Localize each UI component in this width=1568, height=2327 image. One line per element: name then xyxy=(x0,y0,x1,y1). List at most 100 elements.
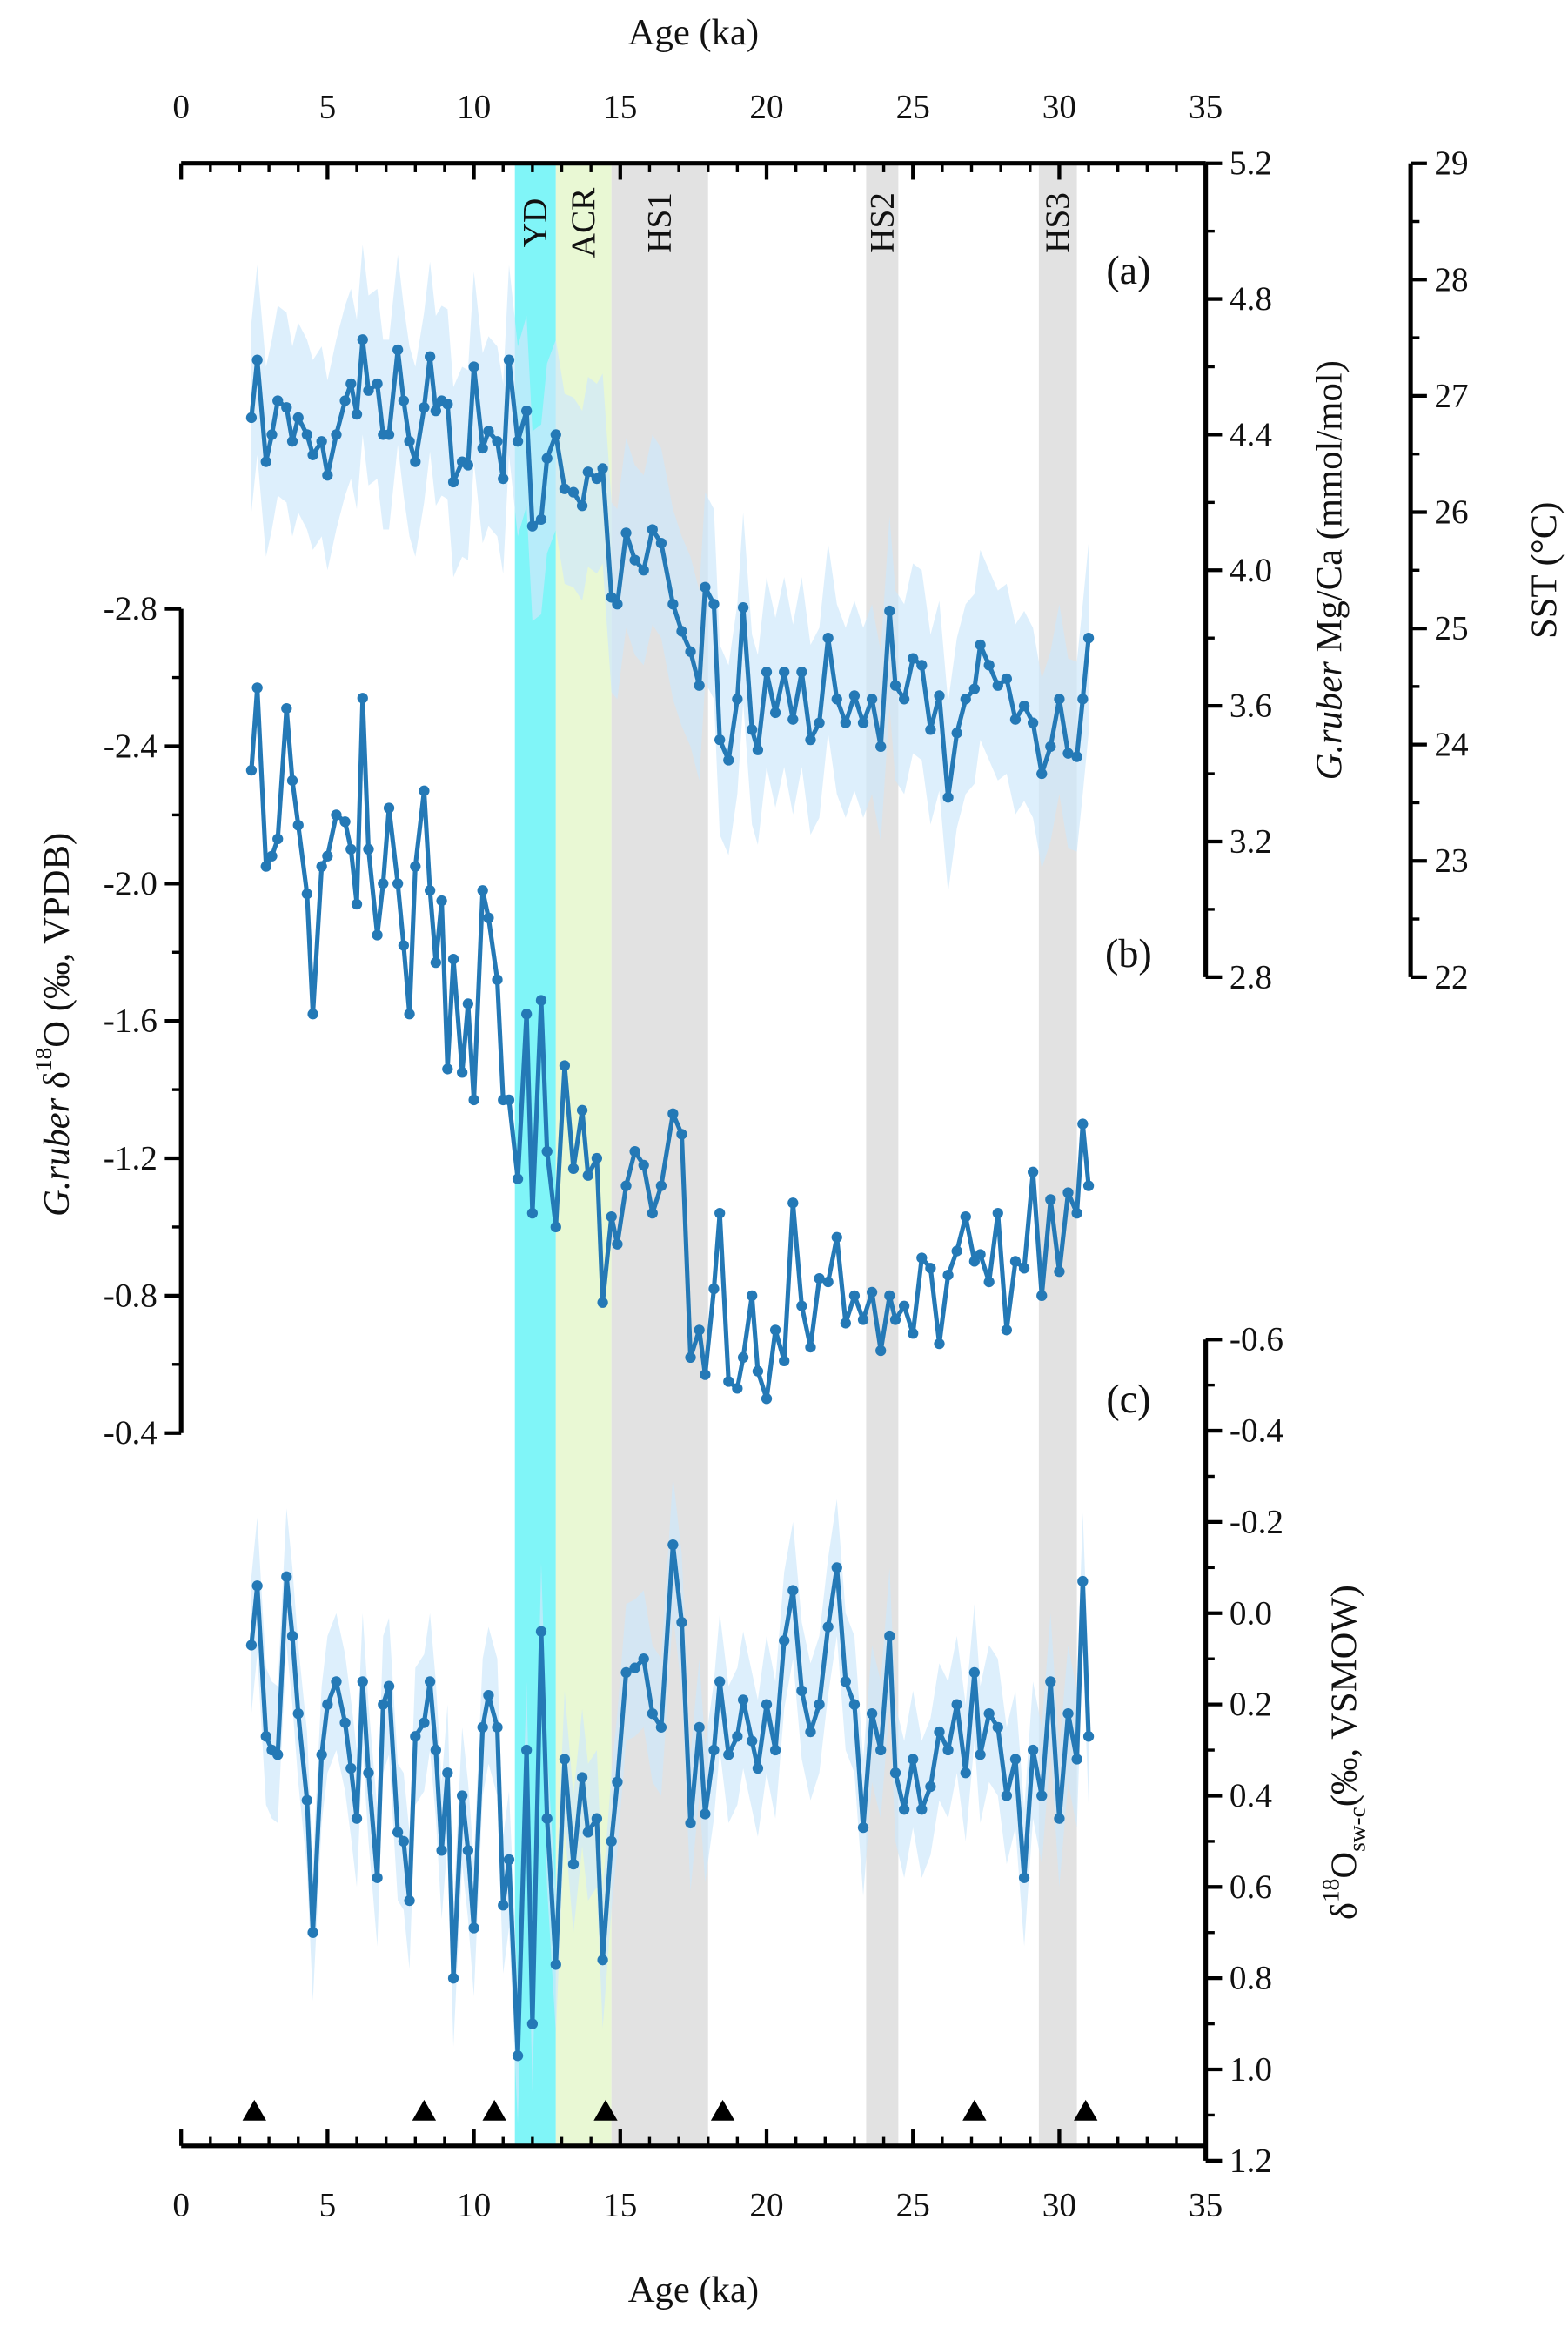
data-point xyxy=(591,1152,603,1164)
x-tick-label: 5 xyxy=(319,2187,337,2224)
data-point xyxy=(503,354,515,365)
data-point xyxy=(251,1580,263,1592)
data-point xyxy=(286,436,298,447)
data-point xyxy=(1028,1744,1039,1756)
y-axis-title-part: 18 xyxy=(30,1048,57,1071)
data-point xyxy=(456,1067,468,1078)
y-axis-title-part: O xyxy=(1323,1852,1364,1879)
data-point xyxy=(787,714,799,725)
data-point xyxy=(942,1744,954,1756)
data-point xyxy=(597,1297,608,1308)
x-tick-label: 20 xyxy=(749,2187,783,2224)
data-point xyxy=(1077,1575,1089,1587)
data-point xyxy=(582,466,593,478)
data-point xyxy=(676,1129,687,1140)
data-point xyxy=(866,694,878,705)
y-tick-label: 1.2 xyxy=(1230,2142,1272,2179)
data-point xyxy=(761,667,773,678)
y-axis-title-part: G.ruber xyxy=(1309,661,1350,781)
data-point xyxy=(462,1845,474,1856)
data-point xyxy=(567,1858,580,1870)
data-point xyxy=(521,406,533,417)
data-point xyxy=(345,378,357,390)
data-point xyxy=(468,1094,479,1106)
y-tick-label: -1.6 xyxy=(104,1003,157,1040)
event-label: YD xyxy=(517,198,554,248)
data-point xyxy=(1036,768,1048,780)
data-point xyxy=(351,408,363,420)
data-point xyxy=(512,436,524,447)
data-point xyxy=(1009,714,1022,725)
data-point xyxy=(1001,673,1013,685)
data-point xyxy=(934,1338,945,1350)
age-control-marker xyxy=(593,2099,618,2121)
data-point xyxy=(1054,1266,1065,1278)
y-tick-label: 4.4 xyxy=(1230,416,1272,453)
data-point xyxy=(424,1676,436,1687)
data-point xyxy=(245,412,258,424)
data-point xyxy=(351,898,363,910)
data-point xyxy=(492,436,503,447)
data-point xyxy=(685,646,696,657)
data-point xyxy=(521,1009,533,1020)
y-axis-title-part: δ xyxy=(1323,1902,1364,1920)
data-point xyxy=(245,1640,258,1651)
data-point xyxy=(424,351,436,362)
y-tick-label: 5.2 xyxy=(1230,144,1272,182)
data-point xyxy=(468,1922,479,1934)
y-tick-label: -0.4 xyxy=(104,1414,157,1452)
data-point xyxy=(260,1731,271,1742)
data-point xyxy=(301,889,312,900)
data-point xyxy=(676,626,687,637)
data-point xyxy=(260,861,271,872)
data-point xyxy=(260,456,271,467)
data-point xyxy=(975,1249,986,1260)
data-point xyxy=(372,1872,383,1883)
data-point xyxy=(647,1208,658,1219)
y-axis-title-part: sw-c xyxy=(1344,1807,1370,1852)
data-point xyxy=(822,1276,834,1288)
y-tick-label: 0.0 xyxy=(1230,1594,1272,1632)
data-point xyxy=(655,1180,667,1191)
data-point xyxy=(655,537,667,549)
data-point xyxy=(1036,1290,1048,1302)
data-point xyxy=(647,524,658,535)
x-tick-label: 15 xyxy=(603,2187,637,2224)
event-label: HS1 xyxy=(641,192,679,253)
data-point xyxy=(840,1318,851,1329)
data-point xyxy=(582,1827,593,1838)
data-point xyxy=(503,1094,515,1106)
data-point xyxy=(805,1726,816,1738)
x-tick-label: 25 xyxy=(896,88,930,125)
data-point xyxy=(576,1772,588,1783)
data-point xyxy=(884,1630,895,1642)
data-point xyxy=(831,694,842,705)
data-point xyxy=(700,581,711,593)
x-tick-label: 35 xyxy=(1189,2187,1223,2224)
data-point xyxy=(992,1208,1003,1219)
y-tick-label: -2.8 xyxy=(104,590,157,627)
data-point xyxy=(1062,748,1074,759)
data-point xyxy=(559,1754,571,1765)
y-tick-label: 1.0 xyxy=(1230,2051,1272,2089)
y-axis-title-part: O (‰, VPDB) xyxy=(36,833,77,1048)
data-point xyxy=(889,1767,901,1779)
data-point xyxy=(916,1252,928,1264)
data-point xyxy=(512,1173,524,1184)
data-point xyxy=(667,599,679,610)
data-point xyxy=(848,1699,861,1710)
data-point xyxy=(363,843,374,855)
data-point xyxy=(272,1749,284,1760)
data-point xyxy=(796,667,807,678)
data-point xyxy=(392,878,404,889)
data-point xyxy=(410,1731,421,1742)
data-point xyxy=(541,1813,553,1824)
data-point xyxy=(372,378,383,390)
data-point xyxy=(301,429,312,440)
panel-label: (b) xyxy=(1105,931,1152,976)
data-point xyxy=(378,878,389,889)
data-point xyxy=(723,1376,734,1387)
data-point xyxy=(647,1707,658,1720)
y-tick-label: 3.2 xyxy=(1230,822,1272,860)
data-point xyxy=(357,334,368,345)
